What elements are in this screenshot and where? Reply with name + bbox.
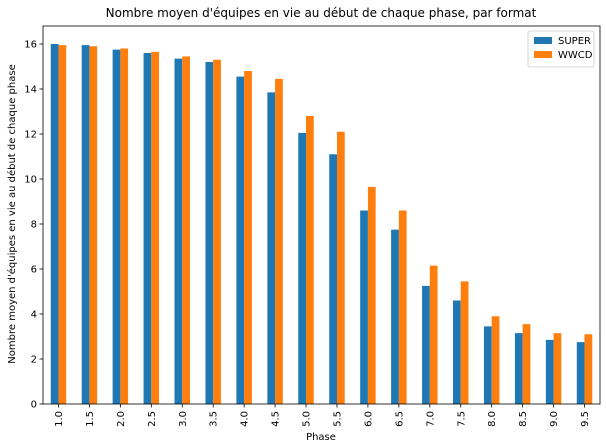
bar-wwcd-3.5 [213, 59, 221, 404]
bar-wwcd-4.0 [244, 71, 252, 404]
legend-label-wwcd: WWCD [558, 50, 593, 61]
bar-super-7.5 [453, 300, 461, 404]
x-tick-label: 3.0 [178, 411, 189, 427]
x-tick-label: 5.0 [302, 411, 313, 427]
x-axis-label: Phase [306, 432, 336, 443]
x-tick-label: 7.5 [456, 411, 467, 427]
y-tick-label: 14 [24, 85, 37, 96]
bar-wwcd-4.5 [275, 78, 283, 405]
bar-super-8.0 [483, 326, 492, 405]
bar-super-1.0 [50, 44, 59, 404]
bar-super-2.5 [143, 53, 152, 404]
y-axis-label: Nombre moyen d'équipes en vie au début d… [6, 64, 18, 363]
y-tick-label: 6 [31, 265, 37, 276]
x-tick-label: 6.0 [363, 411, 374, 427]
x-tick-label: 1.0 [54, 411, 65, 427]
x-tick-label: 5.5 [332, 411, 343, 427]
bar-super-2.0 [112, 49, 121, 405]
y-tick-label: 2 [31, 355, 37, 366]
legend-label-super: SUPER [558, 36, 591, 47]
x-tick-label: 1.5 [85, 411, 96, 427]
bar-wwcd-7.0 [429, 265, 438, 405]
chart-title: Nombre moyen d'équipes en vie au début d… [106, 6, 537, 20]
y-tick-label: 16 [24, 40, 37, 51]
x-tick-label: 6.5 [394, 411, 405, 427]
bar-wwcd-3.0 [182, 56, 190, 405]
bar-super-9.0 [545, 339, 554, 405]
plot-frame [42, 25, 601, 405]
bar-wwcd-1.0 [58, 45, 67, 405]
bar-super-9.5 [576, 342, 585, 405]
bar-super-7.0 [422, 285, 430, 405]
bar-wwcd-5.0 [306, 116, 314, 404]
y-tick-label: 8 [31, 220, 37, 231]
bar-wwcd-5.5 [336, 131, 345, 404]
x-tick-label: 8.0 [487, 411, 498, 427]
bar-wwcd-9.5 [584, 334, 593, 404]
x-tick-label: 4.5 [271, 411, 282, 427]
x-tick-label: 3.5 [209, 411, 220, 427]
bar-super-5.0 [298, 132, 307, 405]
bar-super-3.0 [174, 58, 183, 405]
bar-wwcd-1.5 [89, 46, 98, 404]
bar-super-4.0 [236, 76, 245, 405]
bar-wwcd-7.5 [460, 281, 469, 405]
x-tick-label: 4.0 [240, 411, 251, 427]
x-tick-label: 9.5 [580, 411, 591, 427]
bar-wwcd-2.0 [120, 48, 129, 404]
bar-super-4.5 [267, 92, 276, 405]
legend-swatch-wwcd [534, 51, 552, 58]
bar-wwcd-6.5 [398, 210, 407, 404]
bar-super-6.5 [391, 229, 399, 405]
bar-wwcd-9.0 [553, 333, 562, 405]
bar-wwcd-8.0 [491, 316, 500, 404]
bar-wwcd-8.5 [522, 324, 531, 405]
bar-wwcd-6.0 [367, 186, 376, 404]
bar-super-6.0 [360, 210, 368, 404]
bar-wwcd-2.5 [151, 51, 160, 405]
legend: SUPER WWCD [527, 30, 595, 68]
legend-swatch-super [534, 37, 552, 44]
x-tick-label: 2.0 [116, 411, 127, 427]
y-tick-label: 10 [24, 175, 37, 186]
plot-bars [50, 44, 593, 405]
x-tick-label: 2.5 [147, 411, 158, 427]
bar-super-3.5 [205, 62, 214, 404]
axes: 0 2 4 6 8 10 12 14 16 1.0 1.5 2.0 2.5 3.0 3.5 4.0 4.5 5.0… [24, 25, 601, 427]
bar-super-8.5 [514, 333, 523, 405]
bar-super-5.5 [329, 154, 337, 404]
x-tick-label: 8.5 [518, 411, 529, 427]
bar-super-1.5 [81, 45, 90, 405]
y-tick-label: 0 [31, 400, 37, 411]
x-tick-label: 7.0 [425, 411, 436, 427]
x-tick-label: 9.0 [549, 411, 560, 427]
y-tick-label: 4 [31, 310, 37, 321]
y-tick-label: 12 [24, 130, 37, 141]
